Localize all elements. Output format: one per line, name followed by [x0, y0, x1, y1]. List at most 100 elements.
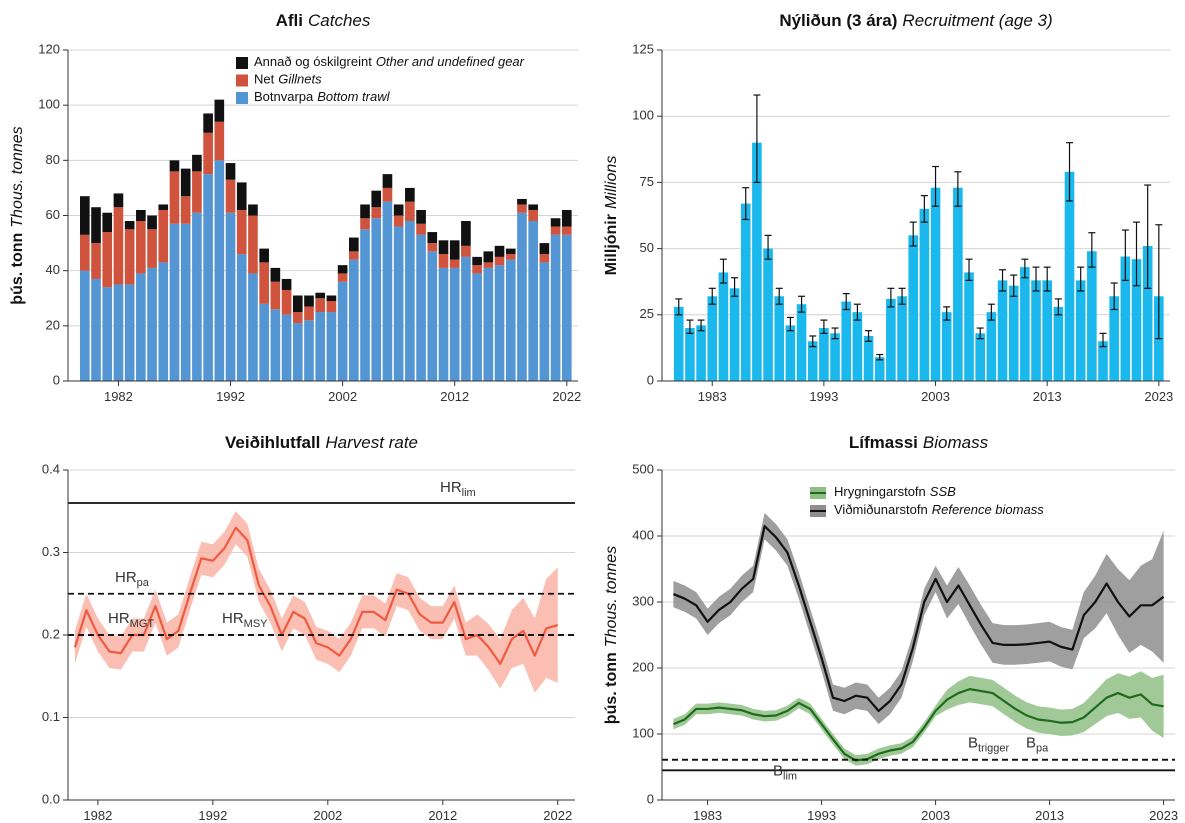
- reference-label-main: B: [968, 735, 978, 752]
- x-tick-label: 1982: [104, 389, 133, 404]
- error-bar: [965, 258, 973, 281]
- bar: [841, 301, 852, 381]
- bar: [225, 163, 236, 180]
- bar: [1020, 267, 1030, 381]
- bar: [349, 237, 359, 252]
- x-tick-label: 2003: [921, 808, 950, 823]
- reference-label-main: HR: [222, 610, 244, 627]
- legend-swatch: [236, 74, 248, 87]
- bar: [1131, 259, 1142, 381]
- bar: [304, 295, 314, 307]
- bar: [259, 262, 269, 304]
- bar: [908, 235, 919, 381]
- bar: [180, 223, 191, 381]
- bar: [91, 278, 101, 381]
- bar: [729, 288, 740, 381]
- reference-label-main: B: [773, 762, 783, 779]
- y-tick-label: 75: [640, 174, 654, 189]
- bar: [874, 357, 885, 381]
- bar: [472, 256, 482, 266]
- y-tick-label: 0.3: [42, 544, 60, 559]
- confidence-band: [74, 511, 558, 693]
- bar: [718, 272, 729, 381]
- bar: [1098, 341, 1108, 381]
- bar: [326, 301, 337, 313]
- bar: [1053, 306, 1064, 381]
- bar: [382, 174, 393, 188]
- bar: [763, 248, 773, 381]
- bar: [1120, 256, 1131, 381]
- bar: [416, 223, 426, 235]
- panel: Veiðihlutfall Harvest rate 0.0 0.1 0.2 0.3 0.4…: [42, 433, 575, 823]
- bar: [102, 212, 113, 233]
- reference-label-sub: lim: [783, 770, 797, 782]
- error-bar: [1088, 232, 1096, 268]
- bar: [852, 312, 863, 381]
- bar: [315, 298, 326, 313]
- legend-name-translation: Bottom trawl: [317, 89, 390, 104]
- bar: [807, 341, 818, 381]
- bar: [964, 272, 974, 381]
- bar: [886, 298, 896, 381]
- y-tick-label: 300: [632, 593, 654, 608]
- y-tick-label: 20: [46, 317, 60, 332]
- x-tick-label: 2003: [921, 389, 950, 404]
- y-axis-label: Milljónir Millions: [603, 156, 620, 276]
- error-bar: [1010, 274, 1018, 297]
- confidence-band: [673, 671, 1164, 766]
- bar: [930, 187, 941, 381]
- bar: [382, 187, 393, 202]
- bar: [528, 221, 538, 381]
- error-bar: [887, 287, 895, 308]
- bar: [136, 273, 146, 381]
- bar: [986, 312, 997, 381]
- bar: [449, 240, 460, 260]
- legend-name-translation: Reference biomass: [932, 502, 1044, 517]
- reference-label-main: HR: [108, 610, 130, 627]
- series-line: [73, 526, 559, 665]
- bar: [517, 212, 527, 381]
- bar: [270, 267, 281, 282]
- panel: Afli Catches þús. tonn Thous. tonnes 0 20 40 60…: [9, 11, 581, 404]
- error-bar: [1099, 332, 1107, 348]
- bar: [102, 287, 113, 381]
- legend-label: Botnvarpa Bottom trawl: [254, 89, 391, 104]
- title-main: Veiðihlutfall: [225, 433, 320, 452]
- bar: [897, 296, 907, 381]
- y-tick-label: 0: [647, 372, 654, 387]
- error-bar: [976, 327, 984, 340]
- error-bar: [831, 327, 839, 340]
- bar: [259, 248, 269, 263]
- bar: [147, 267, 157, 381]
- y-label-main: Milljónir: [603, 214, 620, 275]
- x-tick-label: 2012: [440, 389, 469, 404]
- legend-name-translation: Gillnets: [278, 72, 322, 87]
- bar: [997, 280, 1008, 381]
- bar: [561, 209, 572, 227]
- plot-area: [673, 94, 1164, 381]
- bar: [180, 168, 191, 197]
- bar: [528, 209, 538, 222]
- bar: [1042, 280, 1052, 381]
- x-tick-label: 1993: [809, 389, 838, 404]
- bar: [337, 273, 348, 282]
- reference-label-sub: pa: [1036, 743, 1049, 755]
- x-tick-label: 2013: [1035, 808, 1064, 823]
- bar: [79, 196, 90, 235]
- bar: [214, 121, 225, 161]
- title-translation: Harvest rate: [325, 433, 418, 452]
- bar: [438, 240, 449, 255]
- bar: [169, 160, 180, 172]
- bar: [371, 190, 382, 208]
- bar: [393, 204, 404, 216]
- bar: [158, 204, 169, 210]
- series-line: [672, 688, 1164, 762]
- title-translation: Catches: [308, 11, 371, 30]
- bar: [102, 232, 113, 288]
- y-tick-label: 125: [632, 41, 654, 56]
- bar: [371, 207, 382, 219]
- y-tick-label: 80: [46, 152, 60, 167]
- bar: [696, 325, 706, 381]
- bar: [685, 328, 695, 381]
- reference-label-main: HR: [440, 479, 462, 496]
